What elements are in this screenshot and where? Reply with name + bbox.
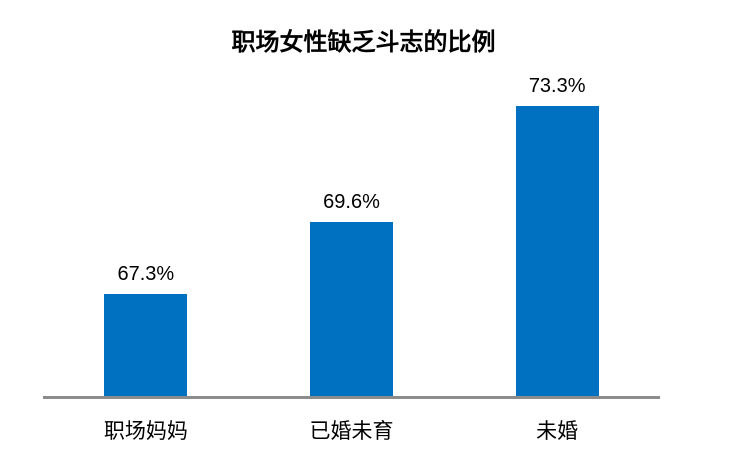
category-label: 未婚: [536, 420, 579, 443]
bar: [310, 222, 393, 397]
x-axis-line: [43, 396, 660, 399]
bar-value-label: 69.6%: [323, 191, 380, 213]
chart-title: 职场女性缺乏斗志的比例: [231, 29, 496, 56]
bar-value-label: 67.3%: [117, 263, 175, 285]
x-axis-labels: 职场妈妈 已婚未育 未婚: [43, 415, 660, 445]
bar-column: 69.6%: [249, 189, 455, 397]
bar-column: 73.3%: [454, 73, 660, 397]
bar: [104, 294, 188, 397]
plot-area: 67.3% 69.6% 73.3%: [43, 68, 660, 397]
bar: [515, 106, 599, 397]
category-label: 已婚未育: [309, 420, 394, 443]
bar-value-label: 73.3%: [528, 75, 586, 97]
category-label: 职场妈妈: [103, 420, 188, 443]
bar-column: 67.3%: [43, 261, 249, 397]
